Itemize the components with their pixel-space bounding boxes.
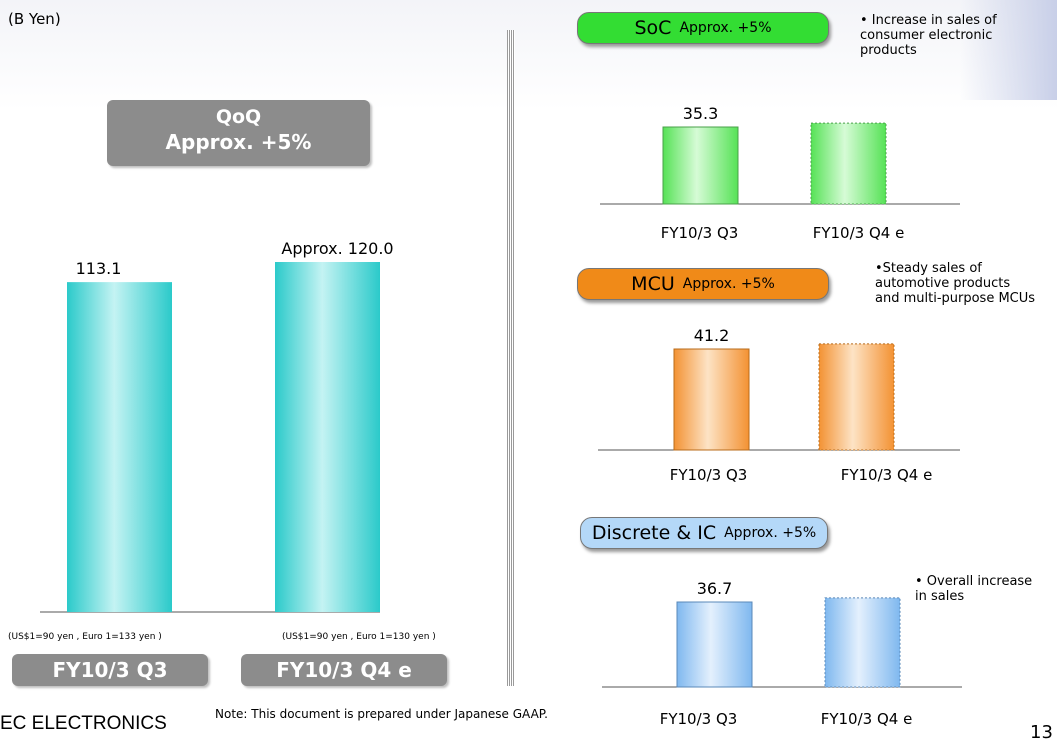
period-box-q4: FY10/3 Q4 e: [241, 654, 447, 686]
category-label: FY10/3 Q4 e: [813, 224, 905, 242]
mcu-note-line: •Steady sales of: [875, 261, 982, 276]
company-logo: EC ELECTRONICS: [0, 713, 167, 734]
period-label-q3: FY10/3 Q3: [52, 658, 168, 682]
soc-note-line: products: [860, 43, 917, 58]
mcu-name: MCU: [631, 273, 675, 295]
category-label: FY10/3 Q4 e: [841, 466, 933, 484]
fx-note-q4: (US$1=90 yen , Euro 1=130 yen ): [282, 632, 436, 642]
bar: [275, 262, 380, 612]
mcu-note-line: and multi-purpose MCUs: [875, 291, 1036, 306]
soc-name: SoC: [634, 17, 672, 39]
bar: [824, 597, 901, 688]
total-sales-chart: 113.1 Approx. 120.0: [40, 239, 394, 613]
category-label: FY10/3 Q4 e: [821, 710, 913, 728]
category-label: FY10/3 Q3: [670, 466, 748, 484]
discrete-note: • Overall increase in sales: [915, 574, 1032, 604]
discrete-change: Approx. +5%: [724, 525, 817, 541]
soc-note-line: • Increase in sales of: [860, 13, 997, 28]
category-label: FY10/3 Q3: [661, 224, 739, 242]
qoq-change: Approx. +5%: [165, 130, 312, 154]
soc-note-line: consumer electronic: [860, 28, 993, 43]
period-label-q4: FY10/3 Q4 e: [276, 658, 412, 682]
bar: [676, 601, 753, 688]
soc-box: SoC Approx. +5%: [577, 12, 829, 44]
category-label: FY10/3 Q3: [660, 710, 738, 728]
footer-note: Note: This document is prepared under Ja…: [215, 707, 548, 721]
soc-note: • Increase in sales of consumer electron…: [860, 13, 997, 58]
data-label: 36.7: [697, 579, 733, 598]
mcu-change: Approx. +5%: [682, 276, 775, 292]
bar: [67, 282, 172, 612]
corner-gradient: [960, 0, 1057, 100]
discrete-name: Discrete & IC: [591, 522, 717, 544]
mcu-box: MCU Approx. +5%: [577, 268, 829, 300]
discrete-note-line: • Overall increase: [915, 574, 1033, 589]
vertical-divider: [507, 30, 515, 686]
qoq-label: QoQ: [215, 106, 262, 128]
soc-change: Approx. +5%: [679, 20, 772, 36]
bar: [662, 126, 739, 205]
bar: [818, 343, 895, 451]
discrete-box: Discrete & IC Approx. +5%: [580, 517, 828, 549]
bar: [810, 122, 887, 205]
mcu-note-line: automotive products: [875, 276, 1011, 291]
mcu-note: •Steady sales of automotive products and…: [875, 261, 1035, 306]
qoq-box: QoQ Approx. +5%: [107, 100, 370, 166]
unit-label: (B Yen): [8, 10, 61, 28]
period-box-q3: FY10/3 Q3: [12, 654, 208, 686]
data-label: 35.3: [683, 104, 719, 123]
discrete-note-line: in sales: [915, 589, 965, 604]
fx-note-q3: (US$1=90 yen , Euro 1=133 yen ): [8, 632, 162, 642]
bar: [673, 348, 750, 451]
data-label: Approx. 120.0: [281, 239, 393, 258]
header-background: [0, 0, 1057, 110]
data-label: 41.2: [694, 326, 730, 345]
page-number: 13: [1030, 722, 1053, 743]
data-label: 113.1: [76, 259, 122, 278]
